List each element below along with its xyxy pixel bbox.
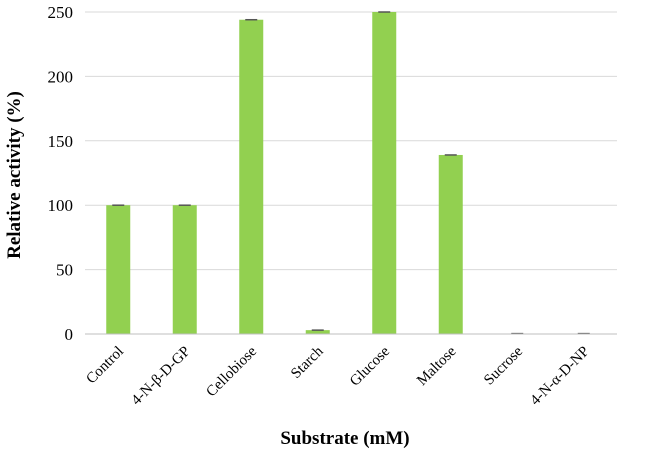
bar-4 xyxy=(372,12,397,334)
x-tick-label: 4-N-β-D-GP xyxy=(129,344,194,409)
x-tick-label: Cellobiose xyxy=(203,343,260,400)
x-tick-label: Sucrose xyxy=(481,343,526,388)
bar-5 xyxy=(438,154,463,334)
x-tick-label: Starch xyxy=(288,343,327,382)
bars xyxy=(106,11,596,335)
x-tick-label: Maltose xyxy=(414,343,460,389)
bar-1 xyxy=(172,205,197,334)
y-tick-labels: 0 50 100 150 200 250 xyxy=(48,3,74,344)
y-tick-label: 50 xyxy=(56,261,73,280)
y-tick-label: 200 xyxy=(48,67,74,86)
x-axis-title: Substrate (mM) xyxy=(280,428,409,449)
y-axis-title: Relative activity (%) xyxy=(4,91,25,259)
x-tick-label: 4-N-α-D-NP xyxy=(527,344,592,409)
y-tick-label: 250 xyxy=(48,3,74,22)
y-tick-label: 100 xyxy=(48,196,74,215)
bar-3 xyxy=(305,330,330,334)
y-tick-label: 0 xyxy=(65,325,74,344)
bar-0 xyxy=(106,205,131,334)
x-tick-label: Glucose xyxy=(347,343,393,389)
x-tick-label: Control xyxy=(83,344,127,388)
bar-2 xyxy=(239,19,264,335)
x-tick-labels: Control 4-N-β-D-GP Cellobiose Starch Glucose… xyxy=(83,343,592,409)
y-tick-label: 150 xyxy=(48,132,74,151)
gridlines xyxy=(85,11,617,271)
